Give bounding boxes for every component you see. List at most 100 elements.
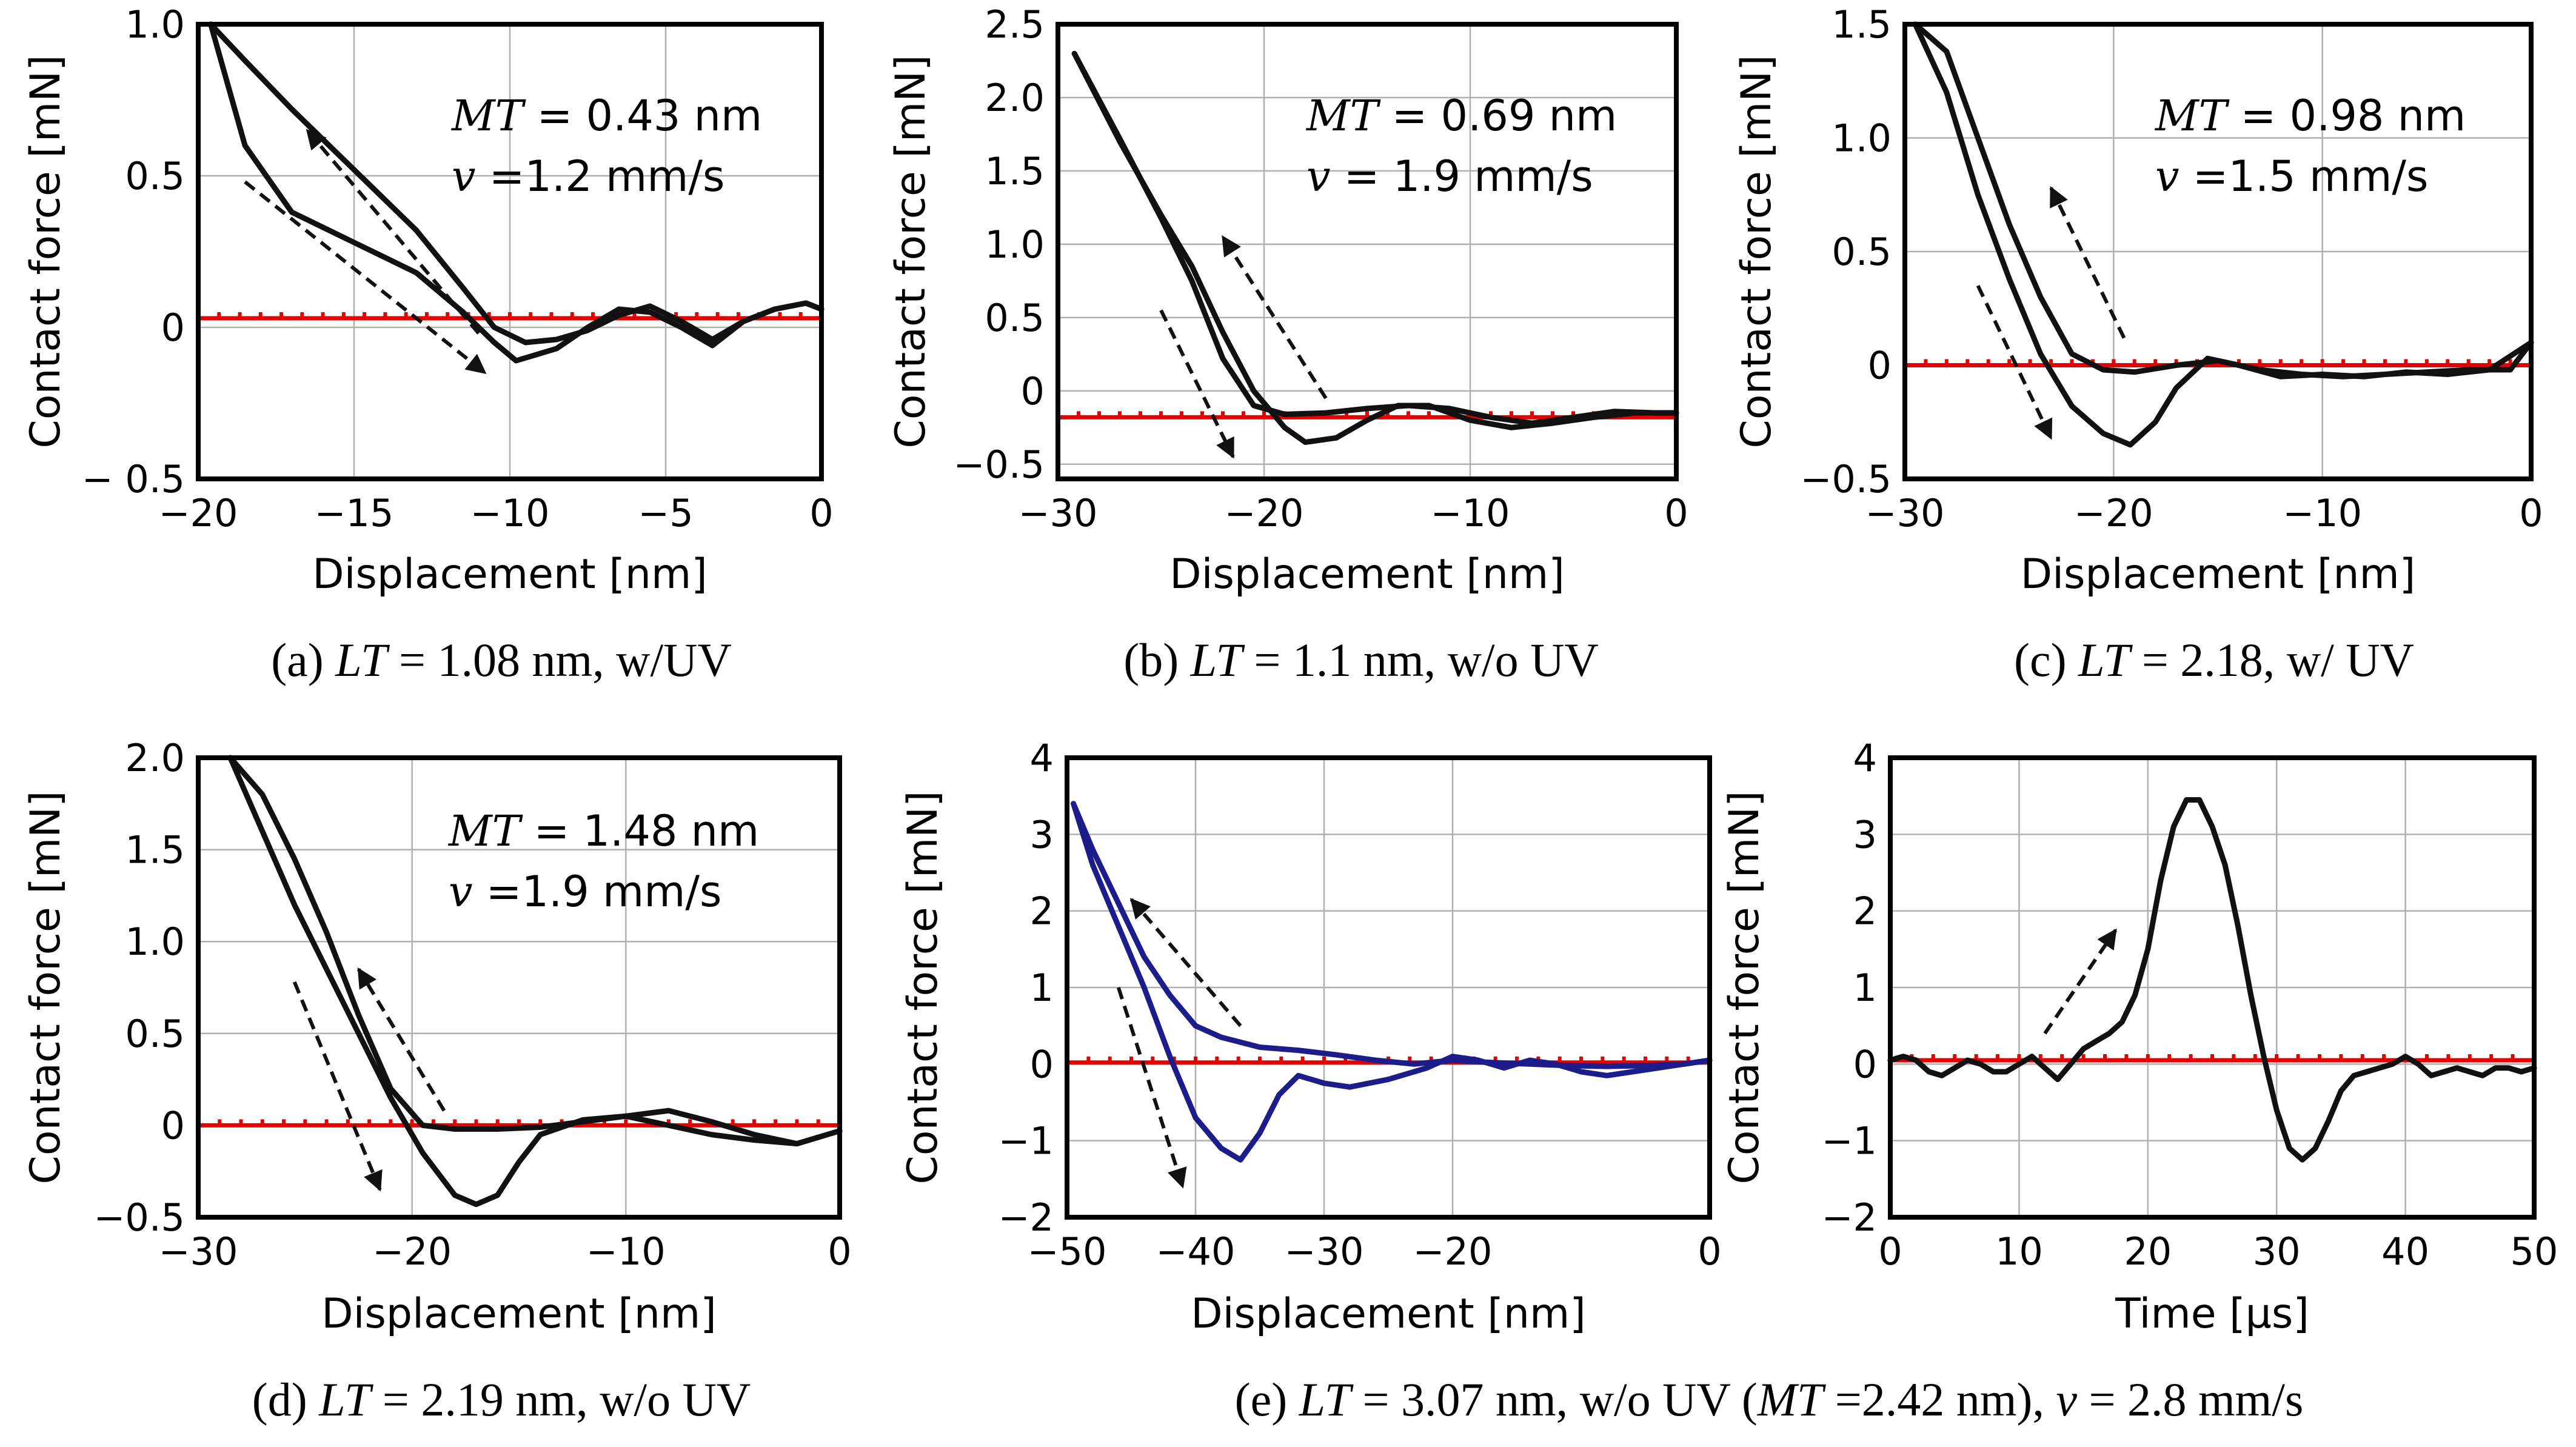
- caption-post: = 2.18, w/ UV: [2130, 633, 2414, 686]
- caption-a: (a) LT = 1.08 nm, w/UV: [271, 633, 732, 686]
- x-tick-label: 0: [809, 491, 833, 535]
- x-tick-label: −20: [2074, 491, 2153, 535]
- annotation-mt-var: MT: [447, 806, 523, 856]
- annotation-mt: MT = 1.48 nm: [447, 806, 759, 856]
- direction-arrow: [1129, 898, 1242, 1028]
- direction-arrow: [1221, 235, 1328, 399]
- caption-pre: (a): [271, 633, 335, 686]
- x-tick-label: −20: [372, 1229, 452, 1274]
- panel-c: −30 −20 −10 0 1.5 1.0 0.5 0 −0.5 Displacement [nm…: [1733, 2, 2543, 598]
- x-axis-label: Displacement [nm]: [1191, 1290, 1585, 1338]
- plot-frame: [1902, 22, 2534, 481]
- y-tick-label: 2.5: [985, 2, 1045, 47]
- series-line-approach: [227, 755, 843, 1208]
- y-tick-label: 0.5: [985, 296, 1045, 340]
- caption-e1: (e) LT = 3.07 nm, w/o UV (MT =2.42 nm), …: [1235, 1373, 2304, 1426]
- y-axis-label: Contact force [mN]: [887, 55, 935, 448]
- caption-var: LT: [1299, 1373, 1354, 1426]
- y-tick-label: 0.5: [1832, 230, 1892, 274]
- y-tick-label: 3: [1030, 812, 1054, 857]
- annotation-mt-var: MT: [1305, 91, 1381, 141]
- y-tick-label: 2.0: [985, 76, 1045, 120]
- direction-arrow: [2049, 186, 2126, 339]
- x-tick-label: 30: [2253, 1229, 2301, 1274]
- caption-pre: (d): [252, 1373, 319, 1426]
- y-tick-label: 1.5: [985, 149, 1045, 193]
- y-tick-label: 1: [1030, 966, 1054, 1010]
- direction-arrow: [2043, 928, 2118, 1035]
- x-tick-label: 0: [2519, 491, 2543, 535]
- annotation-v-var: v: [452, 152, 476, 201]
- direction-arrow: [356, 967, 446, 1112]
- series-line-retract: [208, 21, 825, 346]
- annotation-mt-var: MT: [450, 91, 526, 141]
- y-tick-label: 0: [1021, 369, 1045, 413]
- caption-var2: MT: [1757, 1373, 1826, 1426]
- annotation-mt: MT = 0.98 nm: [2154, 91, 2466, 141]
- y-tick-label: 0: [1868, 344, 1892, 388]
- x-tick-label: 0: [1878, 1229, 1902, 1274]
- y-axis-label: Contact force [mN]: [22, 55, 70, 448]
- series-line-force: [1887, 797, 2537, 1163]
- x-tick-label: −40: [1156, 1229, 1236, 1274]
- annotation-v-value: =1.5 mm/s: [2180, 152, 2429, 201]
- x-axis-label: Displacement [nm]: [2021, 550, 2415, 598]
- direction-arrow: [1159, 309, 1235, 459]
- y-tick-label: 0: [161, 306, 185, 350]
- x-tick-label: −10: [1431, 491, 1510, 535]
- x-tick-label: −10: [470, 491, 550, 535]
- x-tick-label: −30: [159, 1229, 238, 1274]
- caption-pre: (b): [1123, 633, 1190, 686]
- direction-arrow: [244, 180, 487, 375]
- y-tick-label: −0.5: [953, 443, 1045, 487]
- x-tick-label: −15: [315, 491, 394, 535]
- caption-b: (b) LT = 1.1 nm, w/o UV: [1123, 633, 1598, 686]
- panel-b: −30 −20 −10 0 2.5 2.0 1.5 1.0 0.5 0 −0.5 Displaceme…: [887, 2, 1688, 598]
- y-axis-label: Contact force [mN]: [22, 790, 70, 1184]
- x-tick-label: −30: [1285, 1229, 1364, 1274]
- x-tick-label: −5: [638, 491, 693, 535]
- annotation-mt: MT = 0.43 nm: [450, 91, 762, 141]
- caption-pre: (e): [1235, 1373, 1299, 1426]
- annotation-v-var: v: [2155, 152, 2180, 201]
- y-tick-label: 1.0: [125, 920, 185, 964]
- plot-frame: [1888, 755, 2537, 1220]
- series-line-approach: [1071, 50, 1679, 445]
- annotation-mt-value: = 0.98 nm: [2227, 91, 2466, 141]
- plot-frame: [196, 755, 842, 1220]
- y-tick-label: 1.5: [1832, 2, 1892, 47]
- y-tick-label: 0: [161, 1103, 185, 1148]
- y-tick-label: 4: [1030, 736, 1054, 780]
- annotation-v: v =1.5 mm/s: [2155, 152, 2428, 201]
- series-line-retract: [1912, 21, 2534, 379]
- direction-arrow: [1976, 284, 2053, 440]
- caption-post3: = 2.8 mm/s: [2077, 1373, 2303, 1426]
- x-tick-label: 0: [828, 1229, 851, 1274]
- caption-var: LT: [335, 633, 390, 686]
- y-tick-label: 0.5: [125, 1012, 185, 1056]
- caption-var: LT: [1190, 633, 1245, 686]
- annotation-mt-value: = 0.69 nm: [1378, 91, 1617, 141]
- caption-c: (c) LT = 2.18, w/ UV: [2014, 633, 2414, 686]
- y-tick-label: 3: [1853, 812, 1877, 857]
- y-tick-label: 2: [1853, 889, 1877, 934]
- x-tick-label: −50: [1028, 1229, 1107, 1274]
- y-axis-label: Contact force [mN]: [899, 790, 947, 1184]
- caption-var: LT: [2078, 633, 2133, 686]
- annotation-mt-value: = 1.48 nm: [520, 806, 759, 856]
- caption-var: LT: [318, 1373, 373, 1426]
- caption-post: = 1.08 nm, w/UV: [387, 633, 731, 686]
- x-tick-label: −10: [2283, 491, 2362, 535]
- plot-frame: [196, 22, 824, 481]
- y-tick-label: 2: [1030, 889, 1054, 934]
- caption-post: = 1.1 nm, w/o UV: [1242, 633, 1599, 686]
- caption-d: (d) LT = 2.19 nm, w/o UV: [252, 1373, 751, 1426]
- caption-var3: v: [2056, 1373, 2077, 1426]
- annotation-v-var: v: [1306, 152, 1331, 201]
- x-tick-label: 0: [1698, 1229, 1721, 1274]
- series-line-approach: [1912, 21, 2534, 448]
- y-tick-label: −1: [1822, 1119, 1877, 1163]
- x-tick-label: 40: [2381, 1229, 2429, 1274]
- x-tick-label: 10: [1995, 1229, 2043, 1274]
- y-axis-label: Contact force [mN]: [1721, 790, 1768, 1184]
